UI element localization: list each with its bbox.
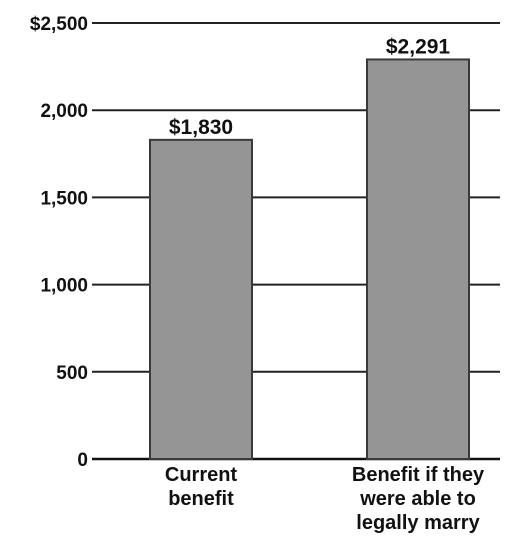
bar-0 xyxy=(149,138,253,461)
x-axis-categories: Current benefit Benefit if they were able t… xyxy=(165,464,485,534)
y-tick-label-1000: 1,000 xyxy=(40,276,88,297)
y-tick-label-2500: $2,500 xyxy=(30,14,88,35)
bars xyxy=(149,58,470,461)
data-label-0: $1,830 xyxy=(169,116,233,139)
y-tick-label-1500: 1,500 xyxy=(40,188,88,209)
y-tick-label-500: 500 xyxy=(56,363,88,384)
category-label-0-line-1: benefit xyxy=(168,488,234,510)
data-label-1: $2,291 xyxy=(386,35,451,58)
category-label-0: Current benefit xyxy=(165,464,238,510)
y-axis-ticks: 0 500 1,000 1,500 2,000 $2,500 xyxy=(30,14,88,471)
y-tick-label-0: 0 xyxy=(77,450,88,471)
y-tick-label-2000: 2,000 xyxy=(40,101,88,122)
category-label-1-line-1: were able to xyxy=(359,488,476,510)
category-label-1-line-0: Benefit if they xyxy=(352,464,485,486)
category-label-1: Benefit if they were able to legally marry xyxy=(352,464,485,534)
bar-1 xyxy=(366,58,470,461)
category-label-1-line-2: legally marry xyxy=(356,512,480,534)
data-labels: $1,830 $2,291 xyxy=(169,35,451,138)
category-label-0-line-0: Current xyxy=(165,464,238,486)
